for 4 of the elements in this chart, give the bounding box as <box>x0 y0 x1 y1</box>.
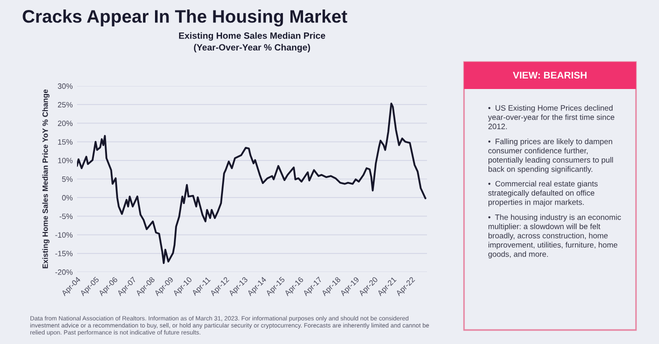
line-series <box>77 102 426 264</box>
text: VIEW: BEARISH <box>512 72 587 79</box>
chart-subtitle: Existing Home Sales Median Price (Year-Over-Year % Change) <box>179 32 326 52</box>
chart-title: Cracks Appear In The Housing Market <box>22 10 348 26</box>
